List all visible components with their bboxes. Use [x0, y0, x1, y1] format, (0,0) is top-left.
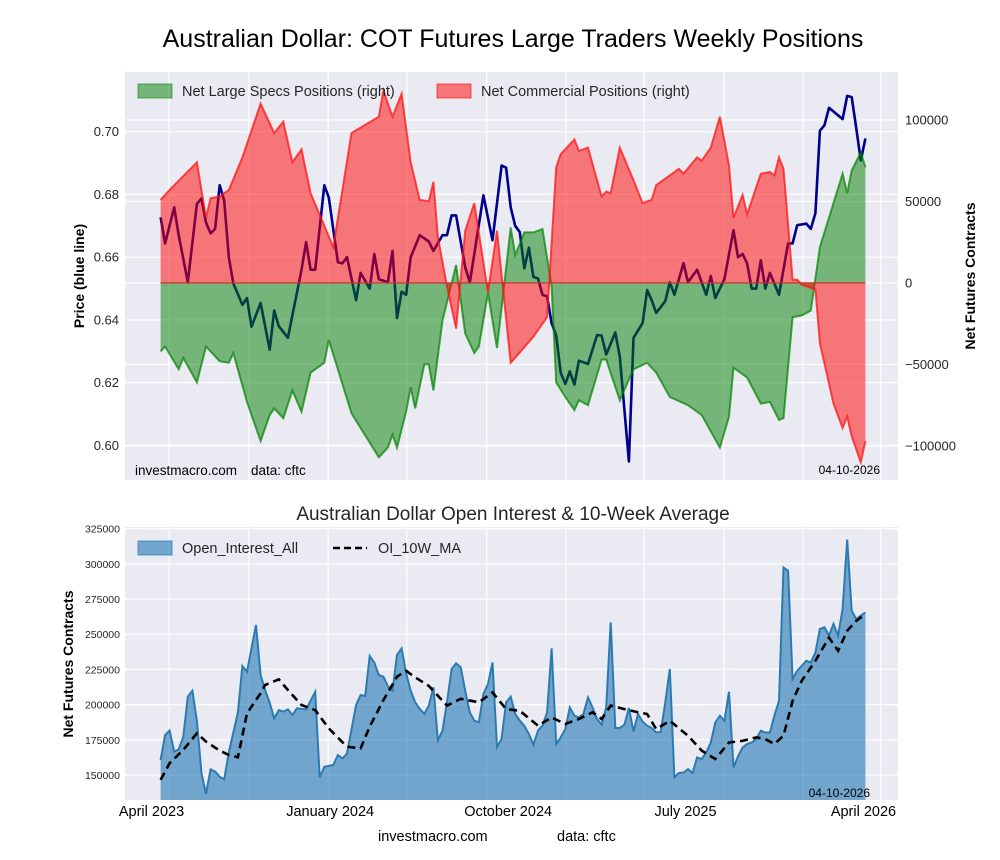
y-tick-label: 200000	[85, 700, 120, 712]
large-specs-line	[159, 149, 867, 459]
y-tick-label: 150000	[85, 770, 120, 782]
legend-swatch-open-interest	[137, 540, 173, 556]
y-tick-label-right: 100000	[905, 112, 948, 127]
y-tick-label: 225000	[85, 664, 120, 676]
y-axis-label: Net Futures Contracts	[60, 590, 76, 737]
y-tick-label: 275000	[85, 594, 120, 606]
moving-average-line	[159, 613, 867, 781]
y-tick-label-right: 0	[905, 275, 912, 290]
footer-data: data: cftc	[557, 829, 616, 845]
legend: Net Large Specs Positions (right) Net Co…	[137, 83, 690, 100]
open-interest-line	[159, 539, 866, 795]
legend-label-commercial: Net Commercial Positions (right)	[481, 84, 690, 100]
y-tick-label-left: 0.64	[94, 312, 119, 327]
y-tick-label-right: −50000	[905, 357, 949, 372]
y-tick-label-left: 0.70	[94, 124, 119, 139]
data-note: data: cftc	[251, 463, 306, 478]
y-tick-label-left: 0.62	[94, 375, 119, 390]
chart-title: Australian Dollar Open Interest & 10-Wee…	[296, 504, 729, 525]
plot-marks	[159, 539, 867, 800]
y-tick-label: 175000	[85, 735, 120, 747]
source-note: investmacro.com	[135, 463, 237, 478]
y-tick-label: 300000	[85, 559, 120, 571]
y-tick-label: 250000	[85, 629, 120, 641]
legend-label-open-interest: Open_Interest_All	[182, 541, 298, 557]
legend-label-large-specs: Net Large Specs Positions (right)	[182, 84, 395, 100]
y-tick-label-left: 0.60	[94, 438, 119, 453]
footer-source: investmacro.com	[378, 829, 488, 845]
x-tick-label: July 2025	[654, 804, 716, 820]
large-specs-area	[160, 152, 866, 458]
tick-labels: 150000 175000 200000 225000 250000 275000 3000…	[85, 524, 896, 820]
x-tick-label: October 2024	[464, 804, 552, 820]
legend-swatch-commercial	[436, 83, 472, 99]
y-axis-label-right: Net Futures Contracts	[962, 202, 978, 349]
x-tick-label: April 2026	[831, 804, 896, 820]
y-tick-label: 325000	[85, 524, 120, 536]
tick-labels: 0.60 0.62 0.64 0.66 0.68 0.70 100000 50000 0 −500…	[94, 112, 956, 453]
cot-positions-chart: Australian Dollar: COT Futures Large Tra…	[71, 25, 978, 480]
y-tick-label-left: 0.66	[94, 250, 119, 265]
open-interest-chart: Australian Dollar Open Interest & 10-Wee…	[60, 504, 898, 820]
date-stamp: 04-10-2026	[809, 786, 871, 800]
legend-label-ma: OI_10W_MA	[378, 541, 461, 557]
legend-swatch-large-specs	[137, 83, 173, 99]
y-tick-label-right: −100000	[905, 438, 956, 453]
plot-marks	[159, 86, 867, 466]
y-axis-label-left: Price (blue line)	[71, 224, 87, 328]
chart-title: Australian Dollar: COT Futures Large Tra…	[163, 25, 864, 53]
open-interest-area	[160, 539, 866, 800]
date-stamp: 04-10-2026	[819, 463, 881, 477]
x-tick-label: April 2023	[119, 804, 184, 820]
commercial-line	[159, 86, 867, 466]
y-tick-label-left: 0.68	[94, 187, 119, 202]
y-tick-label-right: 50000	[905, 194, 941, 209]
legend: Open_Interest_All OI_10W_MA	[137, 540, 461, 557]
commercial-area	[160, 90, 866, 463]
x-tick-label: January 2024	[286, 804, 374, 820]
